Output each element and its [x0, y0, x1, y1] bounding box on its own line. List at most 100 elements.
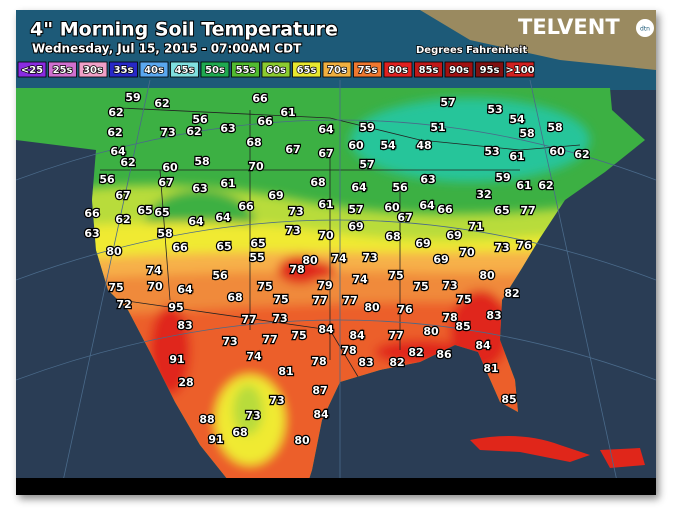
station-reading: 74 [331, 252, 347, 265]
station-reading: 75 [273, 293, 288, 306]
station-reading: 53 [487, 103, 502, 116]
station-reading: 80 [294, 434, 310, 447]
legend-label: 45s [175, 65, 195, 76]
station-reading: 48 [416, 139, 431, 152]
station-reading: 81 [483, 362, 498, 375]
logo-badge: dtn [640, 26, 650, 33]
station-reading: 82 [408, 346, 423, 359]
station-reading: 73 [288, 205, 303, 218]
station-reading: 66 [84, 207, 100, 220]
legend-swatch [200, 61, 230, 78]
station-reading: 75 [291, 329, 306, 342]
legend-label: 40s [144, 65, 164, 76]
station-reading: 70 [318, 229, 334, 242]
station-reading: 83 [177, 319, 192, 332]
station-reading: 68 [227, 291, 242, 304]
station-reading: 81 [278, 365, 293, 378]
station-reading: 67 [115, 189, 130, 202]
legend-label: 95s [480, 65, 500, 76]
station-reading: 61 [318, 198, 333, 211]
station-reading: 91 [208, 433, 223, 446]
station-reading: 67 [285, 143, 300, 156]
station-reading: 75 [413, 280, 428, 293]
station-reading: 64 [215, 211, 231, 224]
legend-swatch [48, 61, 77, 78]
station-reading: 67 [318, 147, 333, 160]
legend-label: 75s [358, 65, 378, 76]
station-reading: 82 [389, 356, 404, 369]
station-reading: 62 [154, 97, 169, 110]
station-reading: 73 [494, 241, 509, 254]
legend-swatch [505, 61, 535, 78]
station-reading: 70 [147, 280, 163, 293]
station-reading: 63 [420, 173, 435, 186]
station-reading: 77 [312, 294, 327, 307]
station-reading: 64 [177, 283, 193, 296]
legend-label: 50s [205, 65, 225, 76]
legend-label: 80s [388, 65, 408, 76]
station-reading: 58 [519, 127, 534, 140]
station-reading: 76 [516, 239, 532, 252]
legend-swatch [444, 61, 474, 78]
station-reading: 76 [397, 303, 413, 316]
station-reading: 64 [419, 199, 435, 212]
station-reading: 70 [459, 246, 475, 259]
legend-label: 35s [114, 65, 134, 76]
station-reading: 95 [168, 301, 183, 314]
station-reading: 64 [318, 123, 334, 136]
station-reading: 78 [442, 311, 457, 324]
station-reading: 57 [348, 203, 363, 216]
station-reading: 80 [423, 325, 439, 338]
station-reading: 53 [484, 145, 499, 158]
station-reading: 65 [494, 204, 509, 217]
station-reading: 63 [192, 182, 207, 195]
station-reading: 65 [154, 206, 169, 219]
station-reading: 73 [285, 224, 300, 237]
station-reading: 73 [245, 409, 260, 422]
station-reading: 69 [433, 253, 448, 266]
legend-swatch [17, 61, 47, 78]
legend-swatch [475, 61, 504, 78]
station-reading: 85 [455, 320, 470, 333]
legend-swatch [261, 61, 291, 78]
station-reading: 67 [397, 211, 412, 224]
legend-label: 85s [419, 65, 439, 76]
station-reading: 69 [268, 189, 283, 202]
station-reading: 77 [241, 313, 256, 326]
station-reading: 54 [509, 113, 525, 126]
station-reading: 32 [476, 188, 491, 201]
logo: TELVENT [518, 15, 620, 39]
station-reading: 60 [162, 161, 178, 174]
graticule [16, 79, 656, 495]
legend-swatch [78, 61, 108, 78]
station-reading: 62 [574, 148, 589, 161]
station-reading: 88 [199, 413, 214, 426]
station-reading: 60 [348, 139, 364, 152]
station-reading: 69 [348, 220, 363, 233]
station-reading: 73 [362, 251, 377, 264]
station-reading: 77 [262, 333, 277, 346]
legend-swatch [414, 61, 443, 78]
station-reading: 83 [358, 356, 373, 369]
station-reading: 84 [313, 408, 329, 421]
legend-label: 70s [327, 65, 347, 76]
station-reading: 68 [385, 230, 400, 243]
station-reading: 58 [157, 227, 172, 240]
logo-badge-bg [636, 19, 654, 37]
legend: <25 25s 30s 35s 40s 45s 50s 55s 60s 65s 70s 75s 80s 8… [17, 61, 535, 78]
station-reading: 62 [186, 125, 201, 138]
station-reading: 51 [430, 121, 445, 134]
bottom-bar [16, 478, 656, 495]
station-reading: 60 [384, 201, 400, 214]
legend-swatch [353, 61, 382, 78]
station-reading: 78 [311, 355, 326, 368]
title: 4" Morning Soil Temperature [30, 19, 338, 41]
legend-swatch [383, 61, 413, 78]
units: Degrees Fahrenheit [416, 45, 527, 56]
subtitle: Wednesday, Jul 15, 2015 - 07:00AM CDT [32, 42, 302, 56]
legend-label: >100 [505, 65, 534, 76]
station-reading: 65 [216, 240, 231, 253]
station-reading: 73 [160, 126, 175, 139]
